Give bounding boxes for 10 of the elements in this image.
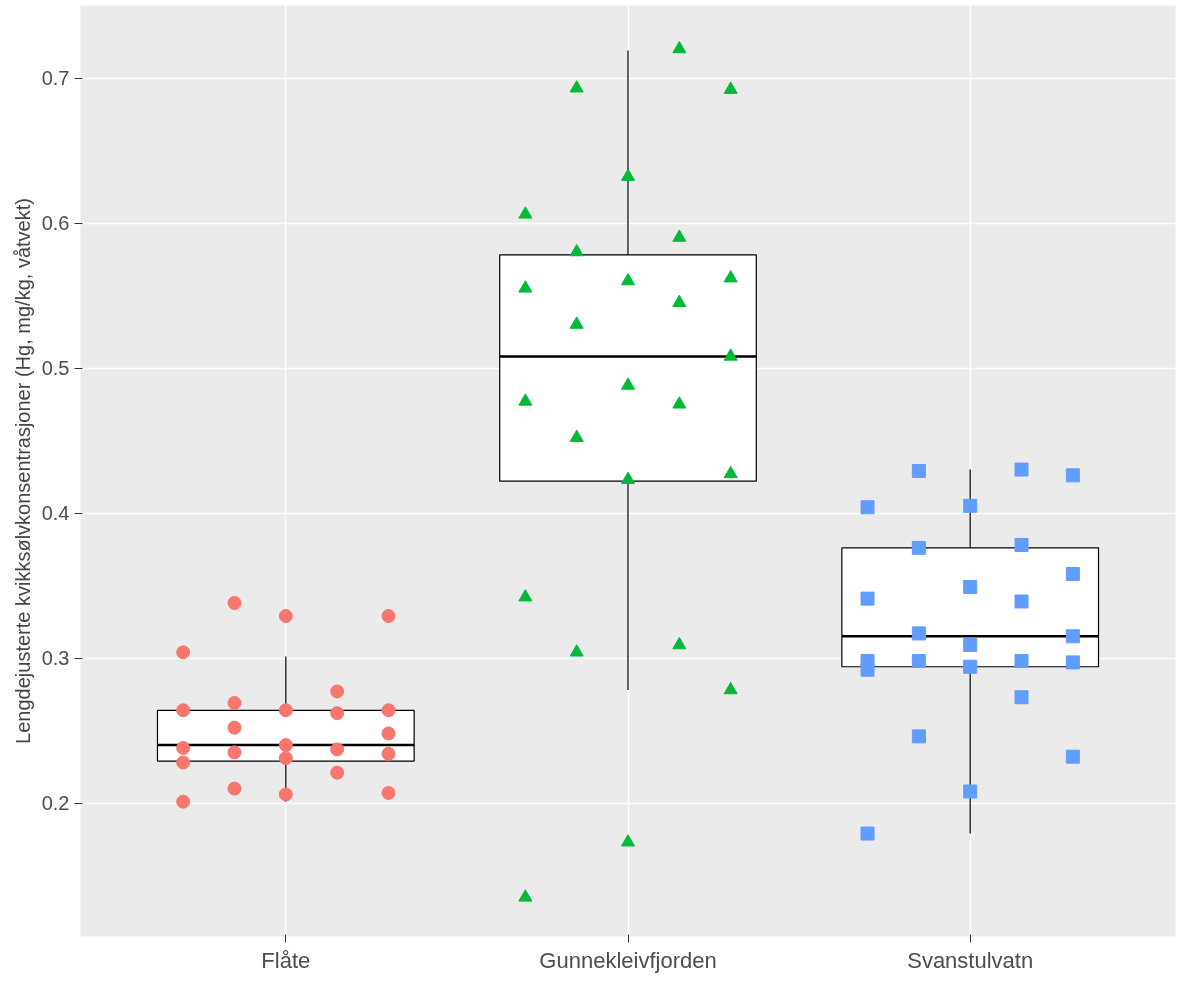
- y-tick-label: 0.3: [41, 647, 70, 670]
- y-tick-label: 0.6: [41, 212, 70, 235]
- x-tick-label: Gunnekleivfjorden: [539, 947, 717, 973]
- y-tick-label: 0.7: [41, 67, 70, 90]
- y-tick-label: 0.4: [41, 502, 70, 525]
- y-tick-label: 0.5: [41, 357, 70, 380]
- x-tick-label: Flåte: [261, 947, 311, 973]
- y-tick-label: 0.2: [41, 792, 70, 815]
- y-axis-title: Lengdejusterte kvikksølvkonsentrasjoner (Hg, mg/kg, våtvekt): [11, 198, 34, 744]
- x-tick-label: Svanstulvatn: [907, 947, 1034, 973]
